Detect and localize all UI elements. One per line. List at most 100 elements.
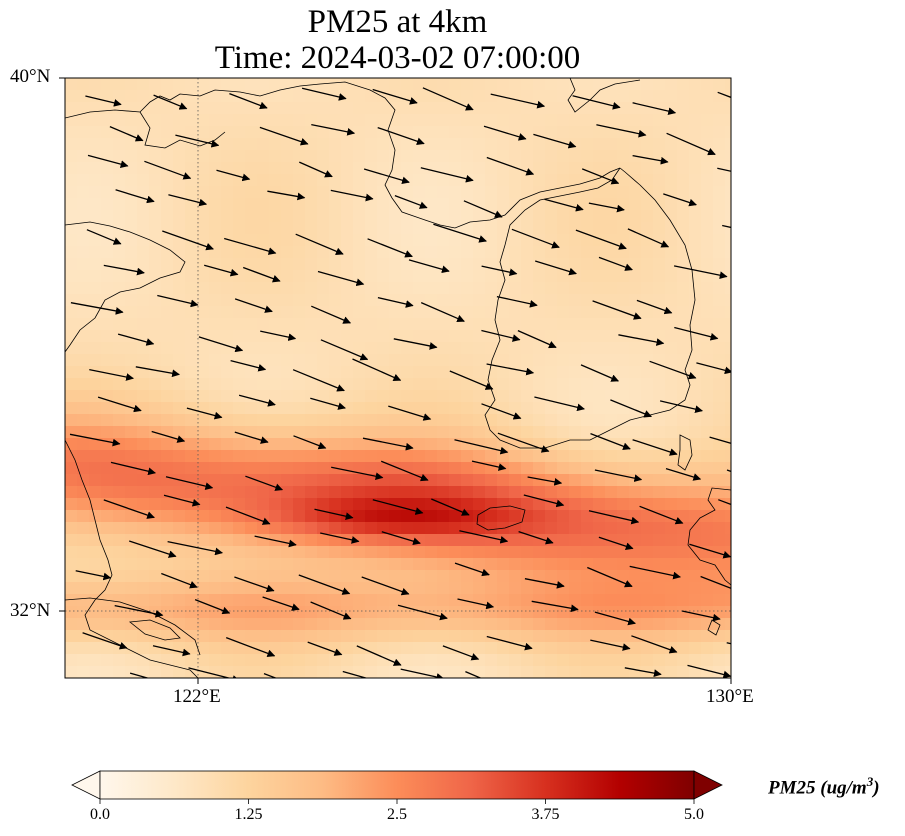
wind-arrow [420,302,465,323]
pm25-cell [665,438,678,451]
pm25-cell [65,162,78,175]
pm25-cell [185,210,198,223]
pm25-cell [221,246,234,259]
wind-arrow [128,540,177,558]
pm25-cell [473,366,486,379]
pm25-cell [617,486,630,499]
pm25-cell [509,498,522,511]
pm25-cell [617,270,630,283]
pm25-cell [401,330,414,343]
pm25-cell [533,90,546,103]
pm25-cell [257,210,270,223]
pm25-cell [449,330,462,343]
wind-arrow [765,598,816,608]
pm25-cell [89,666,102,678]
colorbar-extend-min [71,770,101,800]
pm25-cell [233,582,246,595]
pm25-cell [449,606,462,619]
pm25-cell [581,666,594,678]
pm25-cell [137,294,150,307]
wind-arrow [486,363,535,376]
pm25-cell [185,594,198,607]
wind-arrow [687,664,731,678]
pm25-cell [317,390,330,403]
pm25-cell [89,642,102,655]
pm25-cell [473,462,486,475]
pm25-cell [713,246,726,259]
pm25-cell [329,150,342,163]
pm25-cell [89,558,102,571]
pm25-cell [581,174,594,187]
pm25-cell [245,654,258,667]
pm25-cell [317,78,330,91]
pm25-cell [485,294,498,307]
pm25-cell [713,102,726,115]
pm25-cell [581,78,594,91]
pm25-cell [521,222,534,235]
pm25-cell [269,510,282,523]
pm25-cell [173,318,186,331]
pm25-cell [533,582,546,595]
pm25-cell [353,174,366,187]
pm25-cell [497,402,510,415]
pm25-cell [677,150,690,163]
pm25-cell [233,390,246,403]
pm25-cell [113,174,126,187]
pm25-cell [197,570,210,583]
pm25-cell [125,114,138,127]
wind-arrow [545,680,577,693]
pm25-cell [209,438,222,451]
pm25-cell [389,510,402,523]
pm25-cell [89,138,102,151]
pm25-cell [461,630,474,643]
pm25-cell [185,282,198,295]
pm25-cell [437,234,450,247]
pm25-cell [545,246,558,259]
pm25-cell [509,186,522,199]
wind-arrow [632,102,677,115]
pm25-cell [629,474,642,487]
pm25-cell [329,102,342,115]
pm25-cell [329,414,342,427]
pm25-cell [353,378,366,391]
pm25-cell [641,378,654,391]
pm25-cell [89,510,102,523]
pm25-cell [149,486,162,499]
pm25-cell [365,390,378,403]
pm25-cell [545,198,558,211]
pm25-cell [353,390,366,403]
pm25-cell [329,666,342,678]
pm25-cell [185,186,198,199]
wind-arrow [463,200,503,218]
pm25-cell [701,126,714,139]
pm25-cell [353,570,366,583]
pm25-cell [509,174,522,187]
pm25-cell [581,630,594,643]
pm25-cell [305,174,318,187]
pm25-cell [317,282,330,295]
pm25-cell [449,522,462,535]
pm25-cell [521,618,534,631]
pm25-cell [413,474,426,487]
pm25-cell [437,534,450,547]
pm25-cell [341,498,354,511]
wind-arrow [534,396,585,412]
pm25-cell [257,78,270,91]
coast-jeju [476,505,526,531]
pm25-cell [233,270,246,283]
pm25-cell [545,498,558,511]
pm25-cell [221,306,234,319]
pm25-cell [293,126,306,139]
pm25-cell [257,450,270,463]
pm25-cell [389,258,402,271]
pm25-cell [641,90,654,103]
pm25-cell [545,294,558,307]
pm25-cell [677,582,690,595]
pm25-cell [161,318,174,331]
pm25-cell [113,654,126,667]
pm25-cell [497,666,510,678]
pm25-cell [197,318,210,331]
pm25-cell [353,294,366,307]
pm25-cell [689,210,702,223]
pm25-cell [209,498,222,511]
